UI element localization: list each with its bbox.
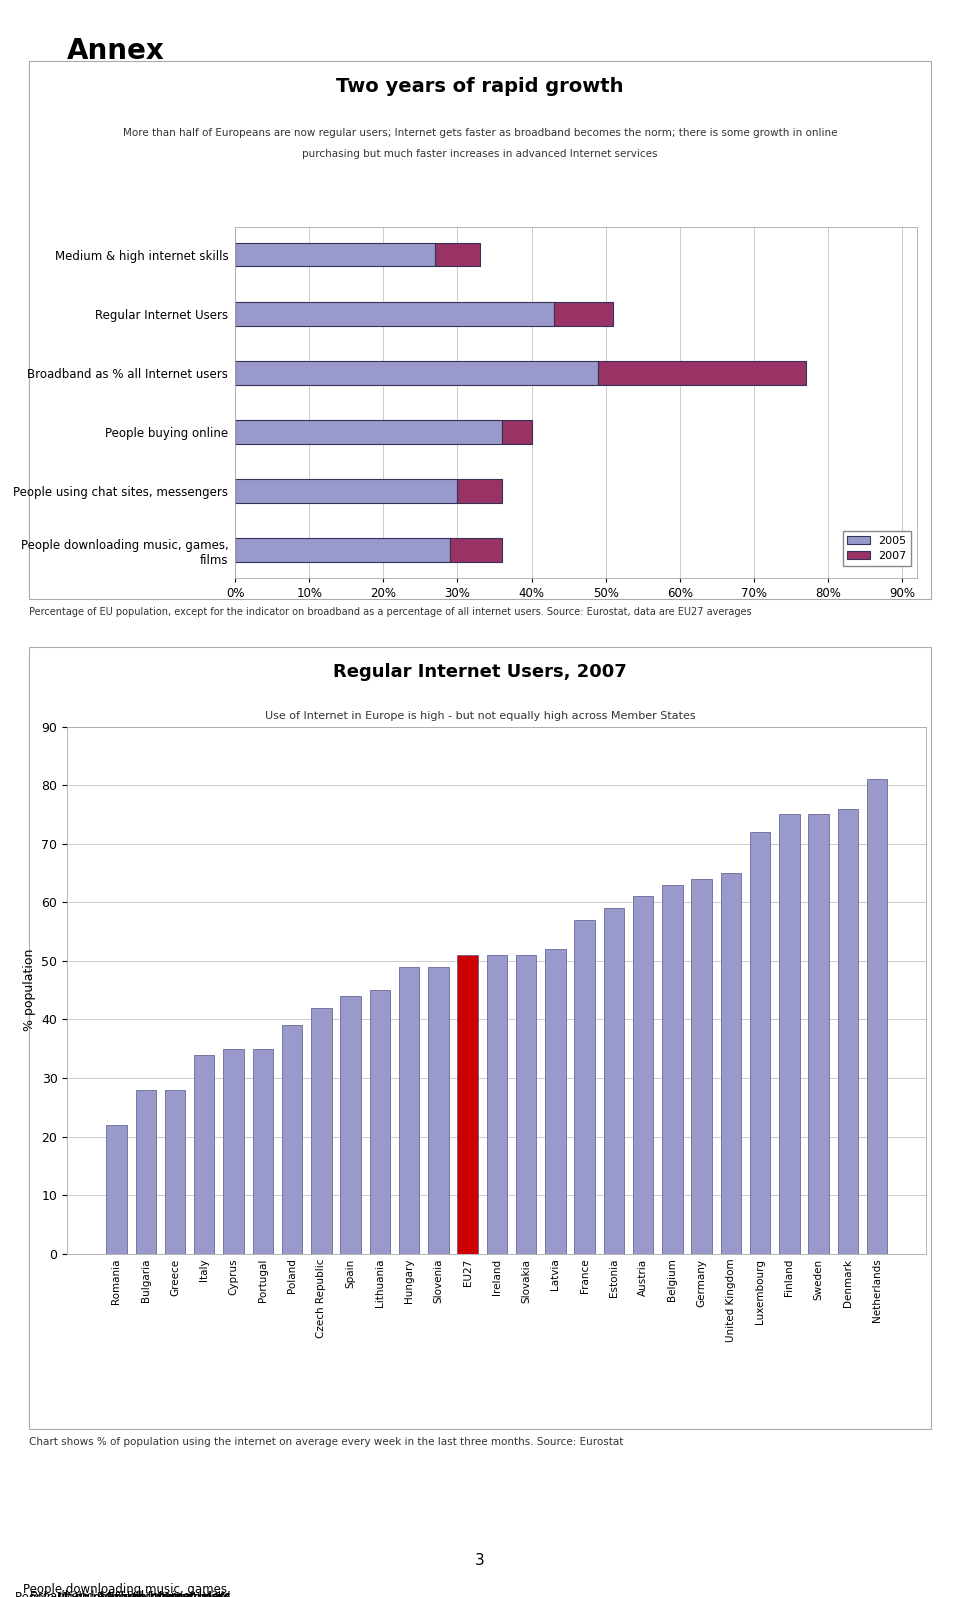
Bar: [450, 538, 502, 562]
Bar: [604, 909, 624, 1254]
Bar: [235, 479, 458, 503]
Bar: [457, 955, 478, 1254]
Bar: [633, 896, 654, 1254]
Bar: [340, 997, 361, 1254]
Bar: [252, 1049, 273, 1254]
Text: Regular Internet Users, 2007: Regular Internet Users, 2007: [333, 663, 627, 680]
Bar: [516, 955, 537, 1254]
Bar: [598, 361, 805, 385]
Bar: [662, 885, 683, 1254]
Bar: [107, 1124, 127, 1254]
Text: Use of Internet in Europe is high - but not equally high across Member States: Use of Internet in Europe is high - but …: [265, 711, 695, 720]
Bar: [435, 243, 480, 267]
Bar: [235, 243, 435, 267]
Bar: [838, 808, 858, 1254]
Bar: [458, 479, 502, 503]
Text: Percentage of EU population, except for the indicator on broadband as a percenta: Percentage of EU population, except for …: [29, 607, 752, 616]
Bar: [370, 990, 390, 1254]
Bar: [224, 1049, 244, 1254]
Text: More than half of Europeans are now regular users; Internet gets faster as broad: More than half of Europeans are now regu…: [123, 128, 837, 137]
Bar: [165, 1089, 185, 1254]
Bar: [574, 920, 595, 1254]
Text: Annex: Annex: [67, 37, 165, 65]
Bar: [502, 420, 532, 444]
Text: People downloading music, games,
films: People downloading music, games, films: [23, 1583, 230, 1597]
Text: purchasing but much faster increases in advanced Internet services: purchasing but much faster increases in …: [302, 149, 658, 158]
Bar: [235, 361, 598, 385]
Legend: 2005, 2007: 2005, 2007: [843, 532, 911, 565]
Bar: [554, 302, 613, 326]
Bar: [808, 814, 828, 1254]
Bar: [135, 1089, 156, 1254]
Text: Medium & high internet skills: Medium & high internet skills: [57, 1591, 230, 1597]
Text: 3: 3: [475, 1554, 485, 1568]
Bar: [398, 966, 420, 1254]
Bar: [194, 1054, 214, 1254]
Text: People using chat sites, messengers: People using chat sites, messengers: [15, 1591, 230, 1597]
Bar: [545, 949, 565, 1254]
Text: Two years of rapid growth: Two years of rapid growth: [336, 77, 624, 96]
Bar: [428, 966, 448, 1254]
Bar: [235, 538, 450, 562]
Bar: [235, 420, 502, 444]
Text: Regular Internet Users: Regular Internet Users: [97, 1591, 230, 1597]
Bar: [311, 1008, 331, 1254]
Bar: [721, 874, 741, 1254]
Text: Chart shows % of population using the internet on average every week in the last: Chart shows % of population using the in…: [29, 1437, 623, 1447]
Bar: [691, 878, 711, 1254]
Bar: [235, 302, 554, 326]
Text: People buying online: People buying online: [108, 1591, 230, 1597]
Bar: [867, 779, 887, 1254]
Bar: [780, 814, 800, 1254]
Bar: [750, 832, 770, 1254]
Text: Broadband as % all Internet users: Broadband as % all Internet users: [30, 1591, 230, 1597]
Y-axis label: % population: % population: [23, 949, 36, 1032]
Bar: [487, 955, 507, 1254]
Bar: [282, 1025, 302, 1254]
